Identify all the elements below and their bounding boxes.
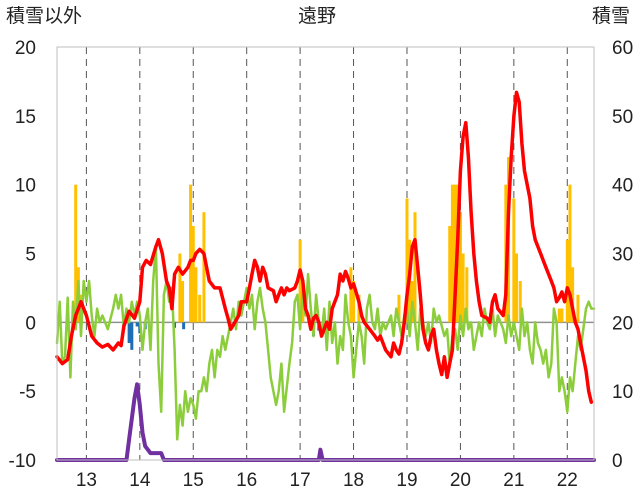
y-left-tick-label: 15 xyxy=(15,107,36,128)
y-right-tick-label: 20 xyxy=(612,313,633,334)
series-line xyxy=(55,382,596,462)
bar xyxy=(568,184,572,323)
bar xyxy=(557,308,561,323)
bar xyxy=(518,281,522,323)
bar xyxy=(178,253,182,323)
plot-frame xyxy=(56,46,595,461)
bar xyxy=(352,281,356,323)
bar xyxy=(189,184,193,323)
bar xyxy=(191,225,195,323)
bar xyxy=(349,267,353,323)
x-tick-label: 17 xyxy=(290,470,311,491)
y-left-tick-label: 10 xyxy=(15,176,36,197)
y-right-tick-label: 30 xyxy=(612,245,633,266)
bar xyxy=(413,212,417,323)
bar xyxy=(127,322,131,343)
bar xyxy=(130,322,134,350)
y-left-tick-label: 5 xyxy=(25,245,36,266)
series-line xyxy=(55,90,594,404)
y-right-tick-label: 40 xyxy=(612,176,633,197)
x-tick-label: 15 xyxy=(183,470,204,491)
bar xyxy=(202,212,206,323)
bar xyxy=(453,184,457,323)
bar xyxy=(298,239,302,323)
right-axis-label: 積雪 xyxy=(592,5,630,27)
bar xyxy=(576,294,580,323)
y-left-tick-label: -10 xyxy=(9,451,36,472)
bar xyxy=(458,212,462,323)
bar xyxy=(198,294,202,323)
y-right-tick-label: 50 xyxy=(612,107,633,128)
bar xyxy=(565,239,569,323)
bar xyxy=(182,322,186,330)
series-line xyxy=(55,245,596,441)
x-tick-label: 14 xyxy=(129,470,151,491)
bar xyxy=(560,308,564,323)
bar xyxy=(461,253,465,323)
x-tick-label: 20 xyxy=(450,470,471,491)
y-right-tick-label: 10 xyxy=(612,382,633,403)
x-tick-label: 22 xyxy=(557,470,578,491)
chart-title: 遠野 xyxy=(298,5,336,27)
line-series-group xyxy=(55,90,596,462)
bar xyxy=(405,198,409,323)
x-tick-label: 18 xyxy=(343,470,364,491)
x-tick-label: 13 xyxy=(76,470,97,491)
bar xyxy=(79,294,83,323)
y-left-tick-label: 0 xyxy=(25,313,36,334)
y-right-tick-label: 0 xyxy=(612,451,623,472)
bar xyxy=(465,267,469,323)
y-left-tick-label: -5 xyxy=(19,382,36,403)
left-axis-label: 積雪以外 xyxy=(6,5,82,27)
y-right-tick-label: 60 xyxy=(612,38,633,59)
y-left-tick-label: 20 xyxy=(15,38,36,59)
x-tick-label: 19 xyxy=(396,470,417,491)
x-tick-label: 21 xyxy=(503,470,524,491)
bar xyxy=(181,281,185,323)
bar xyxy=(450,184,454,323)
bar xyxy=(397,294,401,323)
axis-ticks: 13 14 15 16 17 18 19 20 21 2220151050-5-106050403… xyxy=(9,38,634,491)
bar xyxy=(512,198,516,323)
bar xyxy=(74,184,78,323)
x-tick-label: 16 xyxy=(236,470,257,491)
bar xyxy=(194,267,198,323)
bar xyxy=(448,225,452,323)
bar xyxy=(571,267,575,323)
bar xyxy=(515,253,519,323)
bar xyxy=(135,322,139,327)
